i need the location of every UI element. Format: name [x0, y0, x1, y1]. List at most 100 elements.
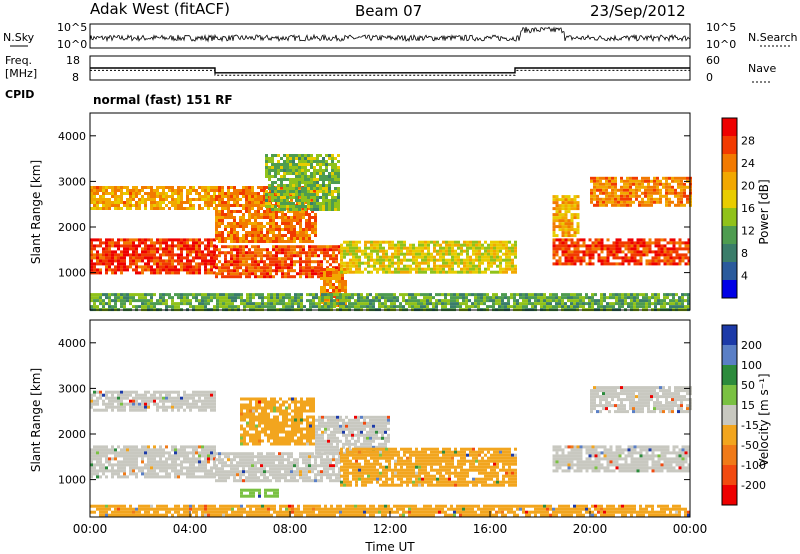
echo-cell: [457, 270, 460, 274]
echo-cell: [409, 267, 412, 271]
echo-cell: [277, 187, 280, 190]
echo-cell: [579, 244, 583, 248]
echo-cell: [293, 248, 296, 252]
echo-cell: [674, 188, 677, 192]
echo-cell: [111, 393, 114, 397]
echo-cell: [201, 262, 204, 266]
echo-cell: [459, 305, 462, 309]
echo-cell: [684, 244, 688, 248]
echo-cell: [570, 302, 573, 306]
echo-cell: [687, 256, 691, 260]
echo-cell: [323, 289, 326, 292]
echo-cell: [201, 253, 204, 257]
echo-cell: [332, 289, 335, 292]
echo-cell: [302, 240, 305, 243]
echo-cell: [442, 261, 445, 265]
echo-cell: [305, 234, 308, 237]
echo-cell: [451, 270, 454, 274]
echo-cell: [248, 195, 251, 198]
echo-cell: [338, 280, 341, 283]
echo-cell: [275, 192, 278, 195]
echo-cell: [99, 475, 102, 479]
echo-cell: [315, 305, 318, 309]
echo-cell: [120, 265, 123, 269]
echo-cell: [236, 237, 239, 240]
echo-cell: [516, 305, 519, 309]
echo-cell: [656, 200, 659, 204]
echo-cell: [573, 231, 577, 235]
echo-cell: [201, 186, 204, 189]
echo-cell: [123, 262, 126, 266]
echo-cell: [665, 188, 668, 192]
echo-cell: [183, 399, 186, 403]
echo-cell: [402, 296, 405, 300]
echo-cell: [561, 228, 565, 232]
echo-cell: [111, 250, 114, 254]
echo-cell: [195, 241, 198, 245]
echo-cell: [570, 259, 574, 263]
echo-cell: [105, 390, 108, 394]
echo-cell: [345, 305, 348, 309]
echo-cell: [290, 216, 293, 219]
echo-cell: [198, 262, 201, 266]
echo-cell: [289, 160, 292, 163]
echo-cell: [141, 448, 144, 452]
echo-cell: [135, 238, 138, 242]
echo-cell: [201, 445, 204, 449]
echo-cell: [290, 254, 293, 258]
echo-cell: [400, 252, 403, 256]
echo-cell: [120, 186, 123, 189]
echo-cell: [165, 265, 168, 269]
echo-cell: [364, 246, 367, 250]
echo-cell: [207, 250, 210, 254]
echo-cell: [198, 253, 201, 257]
echo-cell: [227, 231, 230, 234]
echo-cell: [263, 213, 266, 216]
echo-cell: [582, 259, 586, 263]
echo-cell: [245, 254, 248, 258]
echo-cell: [147, 268, 150, 272]
echo-cell: [612, 244, 616, 248]
echo-cell: [298, 205, 301, 208]
echo-cell: [334, 169, 337, 172]
echo-cell: [328, 199, 331, 202]
echo-cell: [373, 240, 376, 244]
echo-cell: [417, 293, 420, 297]
echo-cell: [239, 204, 242, 207]
echo-cell: [334, 166, 337, 169]
echo-cell: [204, 390, 207, 394]
echo-cell: [653, 182, 656, 186]
echo-cell: [421, 258, 424, 262]
echo-cell: [285, 296, 288, 300]
echo-cell: [478, 240, 481, 244]
echo-cell: [268, 157, 271, 160]
echo-cell: [254, 225, 257, 228]
echo-cell: [260, 216, 263, 219]
echo-cell: [430, 258, 433, 262]
echo-cell: [105, 262, 108, 266]
echo-cell: [600, 296, 603, 300]
echo-cell: [555, 207, 559, 211]
echo-cell: [292, 163, 295, 166]
echo-cell: [436, 243, 439, 247]
echo-cell: [213, 296, 216, 300]
echo-cell: [678, 238, 682, 242]
echo-cell: [323, 277, 326, 280]
echo-cell: [597, 299, 600, 303]
echo-cell: [558, 262, 562, 266]
echo-cell: [469, 243, 472, 247]
echo-cell: [153, 305, 156, 309]
echo-cell: [284, 228, 287, 231]
echo-cell: [99, 457, 102, 461]
echo-cell: [291, 299, 294, 303]
echo-cell: [327, 293, 330, 297]
echo-cell: [221, 251, 224, 255]
echo-cell: [186, 393, 189, 397]
echo-cell: [299, 219, 302, 222]
power-colorbar-tick: 12: [741, 225, 755, 238]
echo-cell: [687, 241, 691, 245]
echo-cell: [642, 253, 646, 257]
echo-cell: [322, 172, 325, 175]
echo-cell: [96, 259, 99, 263]
echo-cell: [283, 163, 286, 166]
